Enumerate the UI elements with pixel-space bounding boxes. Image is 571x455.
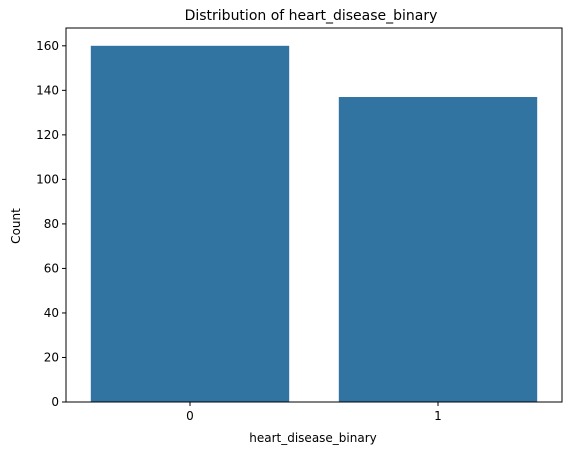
- y-tick-label-20: 20: [44, 350, 59, 364]
- y-tick-label-80: 80: [44, 217, 59, 231]
- x-tick-label-1: 1: [434, 409, 442, 423]
- y-axis-label: Count: [9, 208, 23, 244]
- y-tick-label-0: 0: [51, 395, 59, 409]
- y-axis: 0 20 40 60 80 100 120 140 160: [36, 39, 66, 409]
- y-tick-label-40: 40: [44, 306, 59, 320]
- x-tick-label-0: 0: [186, 409, 194, 423]
- y-tick-label-120: 120: [36, 128, 59, 142]
- y-tick-label-60: 60: [44, 261, 59, 275]
- bars-group: [90, 45, 538, 403]
- chart-title: Distribution of heart_disease_binary: [185, 8, 438, 24]
- bar-0: [90, 45, 290, 403]
- y-tick-label-100: 100: [36, 172, 59, 186]
- y-tick-label-140: 140: [36, 83, 59, 97]
- x-axis-label: heart_disease_binary: [249, 431, 377, 445]
- plot-frame: [65, 27, 563, 403]
- y-tick-label-160: 160: [36, 39, 59, 53]
- bar-1: [338, 97, 538, 402]
